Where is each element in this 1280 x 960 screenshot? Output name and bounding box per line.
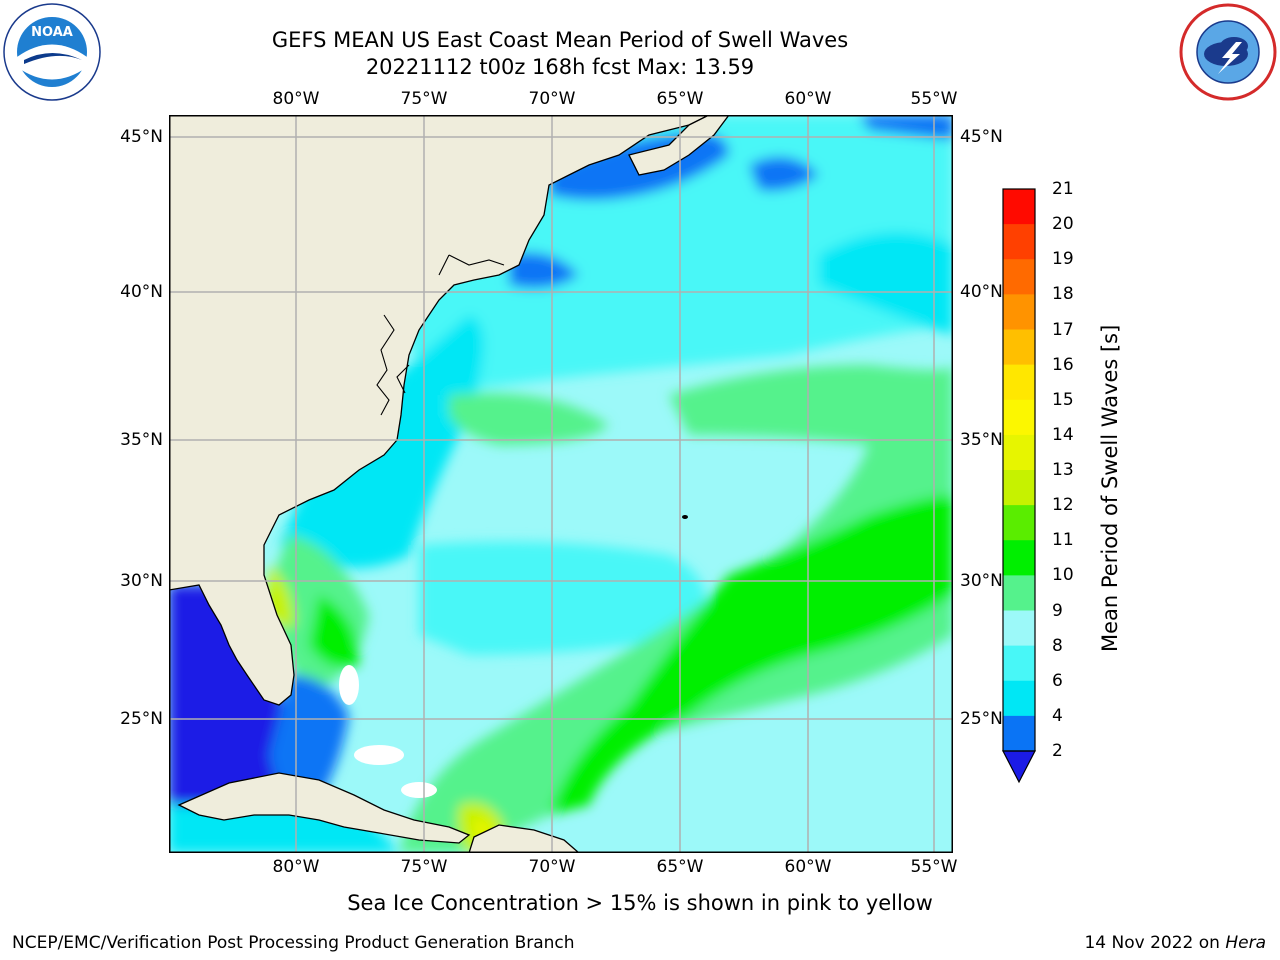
run-date-text: 14 Nov 2022 on bbox=[1084, 933, 1226, 953]
colorbar-tick-label: 18 bbox=[1052, 284, 1074, 305]
lon-label-bottom: 55°W bbox=[910, 857, 958, 877]
colorbar-tick-label: 21 bbox=[1052, 179, 1074, 199]
noaa-wordmark: NOAA bbox=[31, 25, 73, 40]
colorbar-segment bbox=[1003, 575, 1035, 611]
lon-label-bottom: 65°W bbox=[656, 857, 704, 877]
swell-band-10-11 bbox=[549, 495, 953, 815]
colorbar-segment bbox=[1003, 680, 1035, 717]
lat-label-left: 35°N bbox=[120, 430, 163, 450]
colorbar-segment bbox=[1003, 329, 1035, 366]
island-bermuda bbox=[682, 515, 688, 519]
colorbar-label: Mean Period of Swell Waves [s] bbox=[1098, 324, 1122, 652]
map-title: GEFS MEAN US East Coast Mean Period of S… bbox=[271, 28, 849, 52]
swell-band-9-10 bbox=[399, 365, 953, 853]
swell-band-6-8 bbox=[419, 541, 705, 655]
lon-label-bottom: 60°W bbox=[784, 857, 832, 877]
lat-label-right: 40°N bbox=[960, 282, 1003, 302]
colorbar-tick-label: 11 bbox=[1052, 530, 1074, 551]
colorbar-tick-label: 10 bbox=[1052, 565, 1074, 586]
nws-logo bbox=[1179, 3, 1277, 101]
colorbar-segment bbox=[1003, 434, 1035, 471]
lon-label-top: 70°W bbox=[528, 89, 576, 109]
island-bahamas bbox=[339, 665, 359, 705]
colorbar-segment bbox=[1003, 645, 1035, 682]
colorbar-tick-label: 6 bbox=[1052, 670, 1063, 691]
colorbar-segment bbox=[1003, 294, 1035, 330]
land-cuba bbox=[177, 772, 471, 844]
colorbar-tick-label: 2 bbox=[1052, 741, 1063, 761]
colorbar-tick-label: 12 bbox=[1052, 495, 1074, 516]
lat-label-left: 40°N bbox=[120, 282, 163, 302]
colorbar-tick-label: 15 bbox=[1052, 389, 1074, 410]
colorbar-tick-label: 9 bbox=[1052, 600, 1063, 621]
colorbar-tick-label: 20 bbox=[1052, 214, 1074, 235]
colorbar-segment bbox=[1003, 715, 1035, 752]
credit-text: NCEP/EMC/Verification Post Processing Pr… bbox=[12, 933, 575, 953]
coastline-detail bbox=[438, 254, 505, 276]
lon-label-bottom: 80°W bbox=[272, 857, 320, 877]
colorbar-tick-label: 13 bbox=[1052, 460, 1074, 480]
colorbar-segment bbox=[1003, 505, 1035, 541]
run-date: 14 Nov 2022 on Hera bbox=[1084, 933, 1266, 953]
land-nova-scotia bbox=[628, 115, 730, 176]
colorbar-segment bbox=[1003, 610, 1035, 647]
colorbar-tick-label: 8 bbox=[1052, 635, 1063, 656]
colorbar-segment bbox=[1003, 470, 1035, 506]
host-name: Hera bbox=[1225, 933, 1266, 953]
lon-label-top: 65°W bbox=[656, 89, 704, 109]
sea-ice-note: Sea Ice Concentration > 15% is shown in … bbox=[347, 891, 933, 915]
swell-band-4-6 bbox=[819, 232, 953, 335]
island-bahamas bbox=[401, 782, 437, 798]
colorbar-segment bbox=[1003, 259, 1035, 295]
colorbar-tick-label: 19 bbox=[1052, 249, 1074, 270]
swell-period-map bbox=[169, 115, 953, 853]
coastline-detail bbox=[376, 314, 410, 416]
colorbar-under-arrow bbox=[1002, 750, 1036, 784]
lat-label-right: 45°N bbox=[960, 127, 1003, 147]
colorbar-segment bbox=[1003, 224, 1035, 260]
swell-band-10-11 bbox=[309, 595, 359, 668]
colorbar-segment bbox=[1003, 540, 1035, 576]
colorbar-segment bbox=[1003, 189, 1035, 225]
colorbar bbox=[1002, 188, 1036, 784]
lon-label-top: 55°W bbox=[910, 89, 958, 109]
lat-label-right: 25°N bbox=[960, 709, 1003, 729]
lat-label-left: 30°N bbox=[120, 571, 163, 591]
map-border bbox=[169, 115, 953, 853]
swell-band-2-4 bbox=[859, 115, 953, 140]
lat-label-left: 25°N bbox=[120, 709, 163, 729]
swell-band-2-4 bbox=[749, 157, 819, 191]
colorbar-segment bbox=[1003, 399, 1035, 436]
colorbar-tick-label: 14 bbox=[1052, 424, 1074, 445]
map-subtitle: 20221112 t00z 168h fcst Max: 13.59 bbox=[365, 55, 755, 79]
lon-label-top: 80°W bbox=[272, 89, 320, 109]
graticule bbox=[169, 115, 953, 853]
colorbar-tick-label: 16 bbox=[1052, 354, 1074, 375]
lat-label-right: 30°N bbox=[960, 571, 1003, 591]
lat-label-left: 45°N bbox=[120, 127, 163, 147]
colorbar-tick-label: 4 bbox=[1052, 705, 1063, 726]
lon-label-bottom: 70°W bbox=[528, 857, 576, 877]
colorbar-segment bbox=[1003, 364, 1035, 401]
lat-label-right: 35°N bbox=[960, 430, 1003, 450]
colorbar-border bbox=[1002, 188, 1036, 752]
swell-band-9-10 bbox=[449, 393, 609, 445]
island-bahamas bbox=[354, 745, 404, 765]
lon-label-bottom: 75°W bbox=[400, 857, 448, 877]
noaa-logo: NOAA bbox=[3, 3, 101, 101]
colorbar-tick-label: 17 bbox=[1052, 319, 1074, 340]
swell-band-2-4 bbox=[509, 252, 579, 289]
lon-label-top: 75°W bbox=[400, 89, 448, 109]
lon-label-top: 60°W bbox=[784, 89, 832, 109]
